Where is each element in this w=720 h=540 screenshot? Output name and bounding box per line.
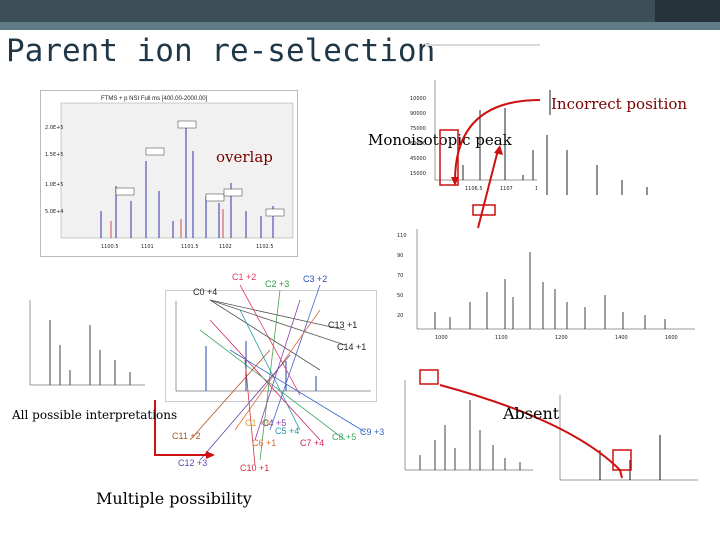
svg-text:15000: 15000 xyxy=(410,171,426,177)
absent-spectrum-panel xyxy=(385,370,535,480)
small-ms-spectrum-panel xyxy=(15,290,150,395)
overlap-label: overlap xyxy=(216,148,273,166)
isotope-zoom-plot-right xyxy=(546,135,648,195)
charge-label-c5-4: C5 +4 xyxy=(275,426,300,436)
charge-label-c1-3: C1 +3 xyxy=(245,418,270,428)
charge-label-c8-5: C8 +5 xyxy=(332,432,357,442)
zoom-spectrum-panel xyxy=(550,380,700,490)
charge-label-c2-3: C2 +3 xyxy=(265,279,290,289)
isotope-zoom-panel-right xyxy=(537,115,697,200)
charge-label-c6-1: C6 +1 xyxy=(252,438,277,448)
spectrum-panel-header: FTMS + p NSI Full ms [400.00-2000.00] xyxy=(101,96,208,102)
svg-text:1102: 1102 xyxy=(219,244,232,250)
small-ms-spectrum-plot xyxy=(29,300,145,386)
charge-state-plot-panel xyxy=(165,290,377,402)
charge-label-c10-1: C10 +1 xyxy=(240,463,270,473)
absent-label: Absent xyxy=(503,404,560,423)
svg-text:1107: 1107 xyxy=(500,186,513,192)
zoom-spectrum-plot xyxy=(559,395,698,481)
svg-text:5.0E+4: 5.0E+4 xyxy=(45,209,63,215)
charge-label-c13-1: C13 +1 xyxy=(328,320,358,330)
svg-text:20: 20 xyxy=(397,313,403,319)
slide-title: Parent ion re-selection xyxy=(6,33,436,69)
title-underline xyxy=(425,44,540,46)
svg-text:1102.5: 1102.5 xyxy=(256,244,274,250)
svg-text:90000: 90000 xyxy=(410,111,426,117)
svg-text:2.0E+5: 2.0E+5 xyxy=(45,125,63,131)
svg-text:1200: 1200 xyxy=(555,335,568,341)
svg-text:1.5E+5: 1.5E+5 xyxy=(45,152,63,158)
full-ms-spectrum-panel: 2.0E+5 1.5E+5 1.0E+5 5.0E+4 1100.5 1101 … xyxy=(40,90,298,257)
svg-text:1000: 1000 xyxy=(435,335,448,341)
svg-text:70: 70 xyxy=(397,273,403,279)
svg-text:90: 90 xyxy=(397,253,403,259)
header-dark-segment xyxy=(655,0,720,22)
svg-text:45000: 45000 xyxy=(410,156,426,162)
svg-text:75000: 75000 xyxy=(410,126,426,132)
header-bar xyxy=(0,0,720,22)
svg-text:1400: 1400 xyxy=(615,335,628,341)
full-ms-spectrum-plot: 2.0E+5 1.5E+5 1.0E+5 5.0E+4 1100.5 1101 … xyxy=(45,102,294,250)
charge-label-c9-3: C9 +3 xyxy=(360,427,385,437)
svg-text:1106.5: 1106.5 xyxy=(465,186,483,192)
charge-label-c1-2: C1 +2 xyxy=(232,272,257,282)
charge-label-c11-2: C11 +2 xyxy=(172,431,201,441)
svg-text:1101.5: 1101.5 xyxy=(181,244,199,250)
multiple-possibility-label: Multiple possibility xyxy=(96,489,252,508)
all-interpretations-label: All possible interpretations xyxy=(12,408,178,422)
charge-label-c3-2: C3 +2 xyxy=(303,274,328,284)
ms2-spectrum-panel: 110 90 70 50 20 1000 1100 1200 1400 1600 xyxy=(395,207,700,347)
svg-text:1100.5: 1100.5 xyxy=(101,244,119,250)
svg-text:10000: 10000 xyxy=(410,96,426,102)
svg-text:1100: 1100 xyxy=(495,335,508,341)
header-accent-bar xyxy=(0,22,720,30)
svg-text:1600: 1600 xyxy=(665,335,678,341)
charge-state-plot xyxy=(175,301,371,392)
charge-label-c7-4: C7 +4 xyxy=(300,438,325,448)
charge-label-c4-5: C4 +5 xyxy=(262,418,287,428)
charge-label-c14-1: C14 +1 xyxy=(337,342,367,352)
svg-text:50: 50 xyxy=(397,293,403,299)
incorrect-position-label: Incorrect position xyxy=(551,95,688,113)
charge-label-c0-4: C0 +4 xyxy=(193,287,218,297)
svg-text:60000: 60000 xyxy=(410,141,426,147)
ms2-spectrum-plot: 110 90 70 50 20 1000 1100 1200 1400 1600 xyxy=(397,229,695,341)
svg-text:1.0E+5: 1.0E+5 xyxy=(45,182,63,188)
charge-label-c12-3: C12 +3 xyxy=(178,458,208,468)
svg-text:1101: 1101 xyxy=(141,244,154,250)
absent-spectrum-plot xyxy=(404,380,533,471)
svg-text:110: 110 xyxy=(397,233,407,239)
